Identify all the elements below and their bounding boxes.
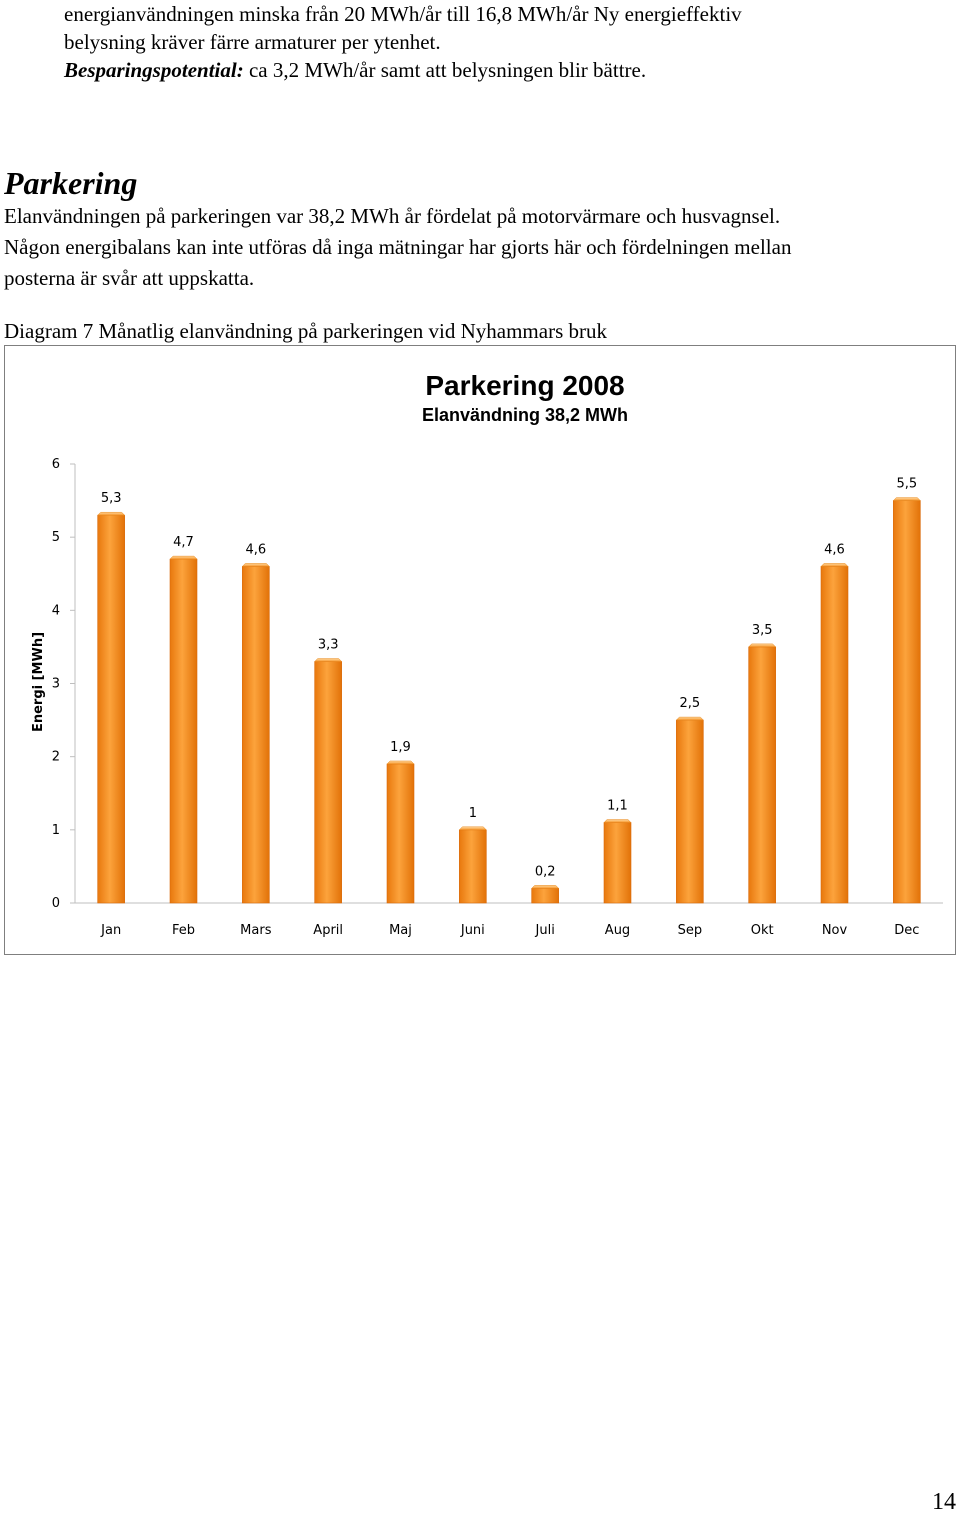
bar [820, 566, 849, 904]
bar-top-bevel [386, 760, 415, 765]
bar-data-label: 4,6 [245, 542, 266, 557]
body-paragraph: Elanvändningen på parkeringen var 38,2 M… [4, 201, 956, 294]
y-axis-label: Energi [MWh] [31, 632, 46, 732]
bar-data-label: 2,5 [679, 696, 700, 711]
bar-data-label: 5,5 [896, 477, 917, 492]
bar [314, 661, 342, 904]
y-tick-group: 0 1 2 3 4 5 6 [52, 457, 75, 911]
bar-top-bevel [820, 563, 849, 567]
x-tick-label: Feb [172, 923, 195, 938]
bar [97, 514, 125, 904]
bar [242, 566, 270, 904]
bar-top-bevel [458, 826, 487, 831]
bar-data-label: 1,1 [607, 799, 628, 814]
x-tick-label: Aug [605, 923, 630, 938]
savings-label: Besparingspotential: [64, 58, 244, 82]
bar-top-bevel [892, 497, 921, 501]
y-tick-label: 2 [52, 750, 60, 765]
bar [676, 719, 704, 904]
chart-frame: Parkering 2008 Elanvändning 38,2 MWh Ene… [4, 345, 956, 955]
page-number: 14 [932, 1489, 956, 1515]
x-tick-label: Nov [822, 923, 848, 938]
bar-top-bevel [675, 716, 704, 721]
bar-top-bevel [603, 819, 632, 823]
bar-data-label: 5,3 [101, 491, 122, 506]
section-heading: Parkering [4, 165, 138, 201]
x-tick-label: Juli [535, 923, 555, 938]
bar-data-label: 4,7 [173, 535, 194, 550]
bar-top-bevel [314, 658, 343, 662]
y-tick-label: 0 [52, 896, 60, 911]
bar-top-bevel [241, 563, 270, 567]
bar [169, 558, 198, 904]
y-tick-label: 6 [52, 457, 60, 472]
bar-group: 5,3 4,7 4,6 3,3 1,9 1 0,2 1,1 2,5 3,5 4,6 5,5 [97, 477, 921, 904]
intro-line: belysning kräver färre armaturer per yte… [64, 30, 441, 54]
bar-top-bevel [97, 511, 126, 516]
x-tick-label: Maj [389, 923, 412, 938]
bar [531, 888, 559, 904]
diagram-caption: Diagram 7 Månatlig elanvändning på parke… [4, 319, 607, 343]
bar-top-bevel [531, 885, 560, 889]
bar-chart: Parkering 2008 Elanvändning 38,2 MWh Ene… [31, 370, 943, 938]
x-tick-label: April [313, 923, 343, 938]
y-tick-label: 5 [52, 530, 60, 545]
y-tick-label: 3 [52, 677, 60, 692]
body-line: Någon energibalans kan inte utföras då i… [4, 235, 792, 259]
bar-data-label: 3,5 [752, 623, 773, 638]
bar-data-label: 0,2 [535, 864, 556, 879]
body-line: posterna är svår att uppskatta. [4, 266, 255, 290]
bar [893, 500, 921, 904]
bar-top-bevel [169, 555, 198, 560]
x-tick-label: Sep [678, 923, 703, 938]
bar-data-label: 1,9 [390, 740, 411, 755]
intro-paragraph: energianvändningen minska från 20 MWh/år… [64, 0, 944, 84]
bar-data-label: 3,3 [318, 638, 339, 653]
intro-line: energianvändningen minska från 20 MWh/år… [64, 2, 742, 26]
y-tick-label: 4 [52, 603, 60, 618]
bar [748, 646, 776, 904]
bar [459, 829, 487, 904]
savings-text: ca 3,2 MWh/år samt att belysningen blir … [243, 58, 647, 82]
bar-data-label: 4,6 [824, 542, 845, 557]
chart-subtitle: Elanvändning 38,2 MWh [422, 405, 628, 425]
y-tick-label: 1 [52, 823, 60, 838]
body-line: Elanvändningen på parkeringen var 38,2 M… [4, 204, 781, 228]
bar [386, 763, 415, 904]
savings-line: Besparingspotential: ca 3,2 MWh/år samt … [64, 56, 944, 84]
x-tick-label: Jan [100, 923, 121, 938]
bar [603, 822, 632, 904]
bar-top-bevel [748, 643, 777, 648]
x-tick-label: Dec [894, 923, 919, 938]
chart-title: Parkering 2008 [425, 370, 624, 401]
x-tick-label: Mars [240, 923, 272, 938]
x-tick-label: Okt [751, 923, 774, 938]
bar-data-label: 1 [469, 806, 477, 821]
x-label-group: Jan Feb Mars April Maj Juni Juli Aug Sep Okt Nov De… [100, 923, 919, 938]
x-tick-label: Juni [460, 923, 485, 938]
